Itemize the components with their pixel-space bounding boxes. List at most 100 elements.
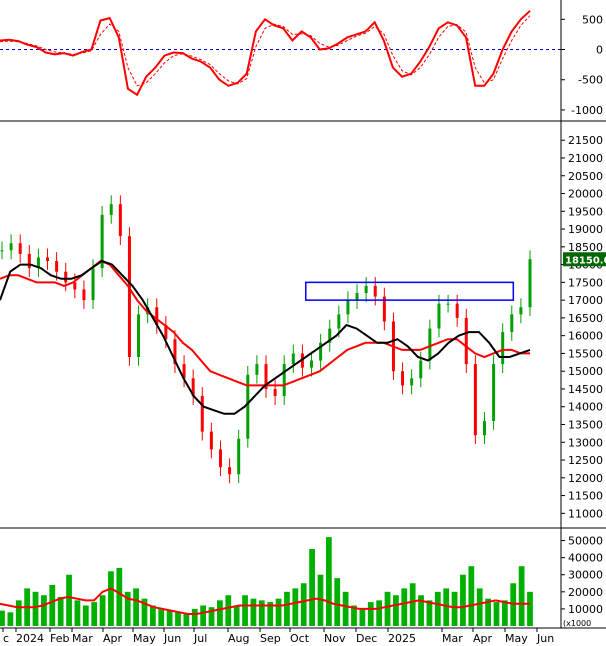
last-price-label: 18150.00 [565,255,606,266]
1-tick-label: 12000 [568,472,603,485]
volume-bar [116,567,123,626]
candle-body [346,300,350,315]
candle-body [482,420,486,436]
candle-body [100,214,104,269]
volume-bar [183,614,190,626]
volume-bar [284,591,290,626]
candle-body [410,378,414,386]
candle-body [0,250,4,252]
month-label: Nov [324,632,346,645]
volume-bar [460,574,466,626]
candle-body [519,307,523,315]
1-tick-label: 13500 [568,419,603,432]
candle-body [373,285,377,297]
candle-body [200,396,204,432]
candle-body [437,303,441,329]
1-tick-label: 21500 [568,134,603,147]
2-tick-label: 50000 [568,535,603,548]
volume-bar [158,608,165,626]
volume-bar [351,605,357,626]
candle-body [455,303,459,318]
volume-bar [91,602,98,626]
0-tick-label: -1000 [571,104,603,117]
candle-body [27,253,31,269]
candle-body [328,328,332,343]
volume-bar [15,600,22,626]
candle-body [446,303,450,305]
resistance-box [304,281,515,301]
month-label: Oct [290,632,310,645]
volume-average-0 [0,587,530,615]
volume-bar [191,608,198,626]
candle-body [36,257,40,269]
candle-body [464,317,468,365]
1-tick-label: 20500 [568,170,603,183]
1-tick-label: 20000 [568,188,603,201]
volume-bar [309,549,315,626]
candle-body [501,332,505,365]
candle-body [355,293,359,301]
1-tick-label: 12500 [568,454,603,467]
month-label: Jul [193,632,207,645]
0-tick-label: -500 [578,74,603,87]
volume-bar [49,584,56,626]
volume-bar [384,591,391,626]
1-tick-label: 19000 [568,223,603,236]
0-tick-label: 500 [582,13,603,26]
candle-body [428,328,432,361]
1-tick-label: 13000 [568,436,603,449]
candle-body [237,438,241,475]
candle-body [64,271,68,283]
candle-body [137,314,141,357]
volume-bar [0,610,5,626]
candle-body [209,431,213,450]
volume-bar [443,588,450,626]
month-label: Sep [260,632,281,645]
candle-body [382,296,386,322]
price-panel: 2150021000205002000019500190001850018000… [0,134,606,520]
candle-body [127,236,131,357]
candle-body [55,261,59,272]
candle-body [155,307,159,325]
candle-body [473,364,477,436]
month-label: May [133,632,156,645]
volume-bar [409,583,416,626]
volume-bar [300,583,307,626]
volume-bar [434,591,441,626]
volume-bar [250,598,257,626]
oscillator-series-1 [0,15,531,87]
candle-body [118,204,122,237]
volume-scale-note: (x1000 [563,619,591,628]
volume-bar [485,598,491,626]
candle-body [109,204,113,215]
volume-bar [468,566,475,626]
moving-average-1 [0,259,531,415]
candle-body [282,364,286,397]
volume-bar [166,610,173,626]
volume-bar [401,588,408,626]
volume-bar [267,602,274,626]
month-label: Dec [356,632,377,645]
volume-bar [32,591,39,626]
volume-bar [66,574,72,626]
volume-bar [124,591,131,626]
candle-body [46,257,50,262]
volume-bar [149,605,156,626]
volume-bar [359,608,366,626]
volume-bar [233,605,240,626]
candle-body [337,314,341,329]
volume-bar [393,595,399,626]
volume-bar [493,602,500,626]
volume-bar [133,588,139,626]
1-tick-label: 17000 [568,294,603,307]
volume-bar [342,591,349,626]
volume-bar [242,595,248,626]
candle-body [246,374,250,439]
volume-bar [527,591,533,626]
volume-bar [217,600,223,626]
1-tick-label: 14500 [568,383,603,396]
1-tick-label: 11000 [568,507,603,520]
month-label: Jun [163,632,181,645]
1-tick-label: 17500 [568,276,603,289]
